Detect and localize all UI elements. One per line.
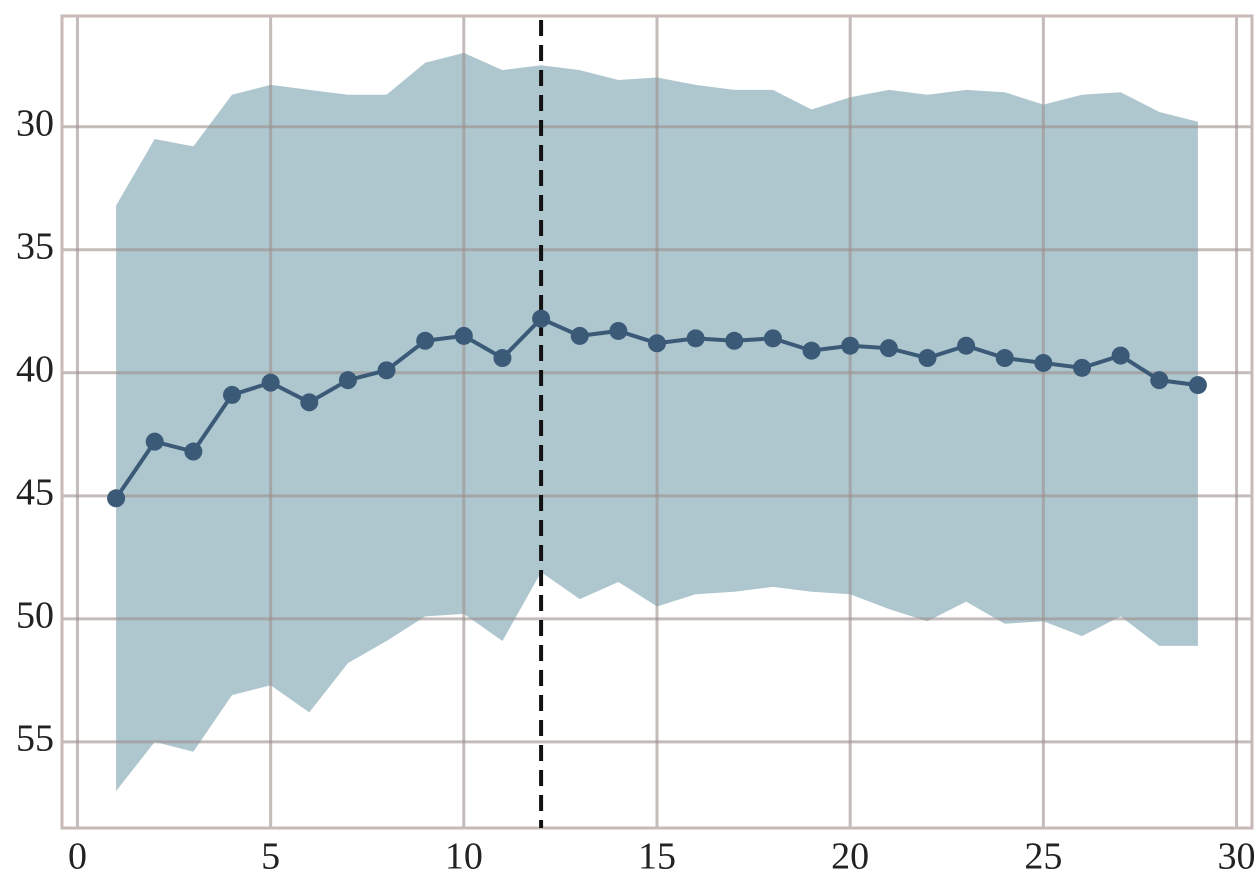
y-tick-label: 50 [16, 595, 54, 637]
data-point [609, 321, 628, 340]
y-tick-label: 45 [16, 472, 54, 514]
data-point [1150, 371, 1169, 390]
data-point [763, 329, 782, 348]
y-tick-label: 35 [16, 225, 54, 267]
data-point [648, 334, 666, 353]
data-point [918, 349, 937, 368]
data-point [338, 371, 357, 390]
data-point [1034, 353, 1053, 372]
plot-frame [60, 14, 1254, 830]
data-point [570, 326, 589, 345]
data-point [725, 331, 744, 350]
data-point [300, 393, 319, 412]
x-tick-label: 30 [1218, 836, 1256, 878]
y-tick-label: 30 [16, 102, 54, 144]
x-tick-label: 0 [68, 836, 87, 878]
data-point [223, 385, 241, 404]
y-tick-label: 40 [16, 349, 54, 391]
data-point [145, 432, 164, 451]
data-point [1188, 376, 1207, 395]
data-point [493, 349, 512, 368]
data-point [802, 341, 821, 360]
data-point [879, 339, 898, 358]
x-tick-label: 10 [445, 836, 483, 878]
data-point [454, 326, 473, 345]
x-tick-label: 5 [261, 836, 280, 878]
x-tick-label: 15 [638, 836, 676, 878]
data-point [957, 336, 976, 355]
data-point [841, 336, 860, 355]
data-point [1073, 358, 1091, 377]
data-point [686, 329, 705, 348]
data-point [995, 349, 1014, 368]
data-point [261, 373, 280, 392]
data-point [107, 489, 126, 508]
data-point [1111, 346, 1130, 365]
data-point [377, 361, 396, 380]
data-point [184, 442, 203, 461]
x-tick-label: 25 [1024, 836, 1062, 878]
data-point [416, 331, 435, 350]
data-point [532, 309, 551, 328]
x-tick-label: 20 [831, 836, 869, 878]
y-tick-label: 55 [16, 718, 54, 760]
